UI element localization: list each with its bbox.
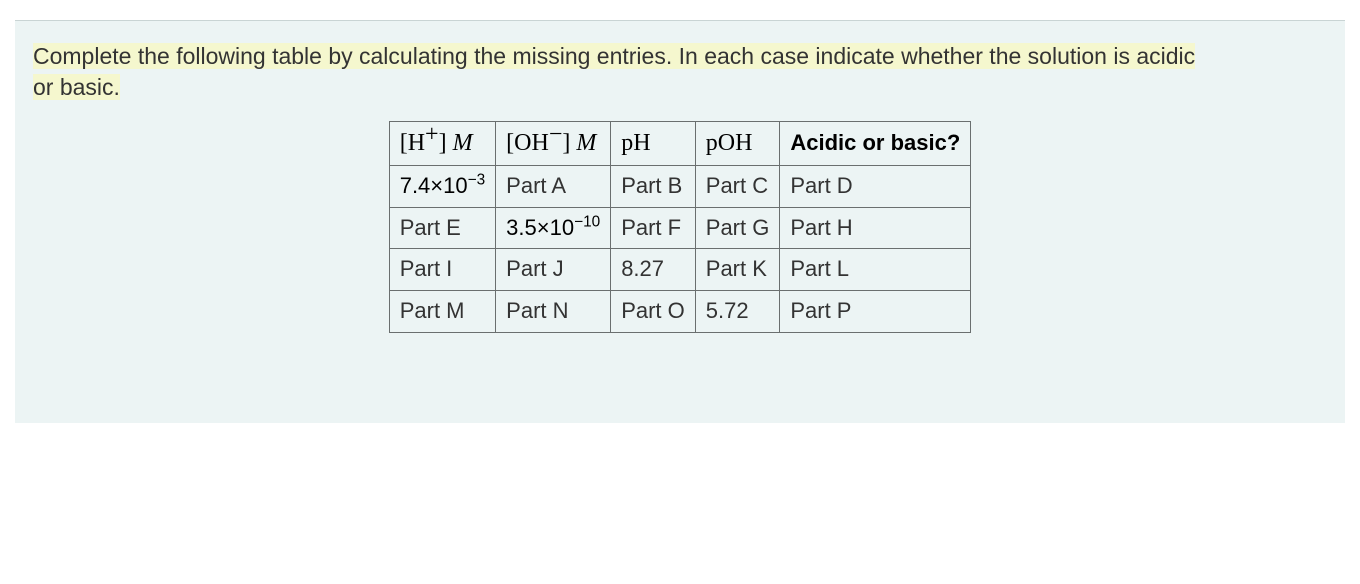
r1c1-base: 7.4×10	[400, 173, 468, 198]
prompt-text-4: basic.	[53, 74, 119, 100]
cell-r2c5: Part H	[780, 207, 971, 249]
cell-r4c3: Part O	[611, 291, 696, 333]
hplus-post: ]	[439, 130, 447, 156]
cell-r2c1: Part E	[389, 207, 495, 249]
r1c1-sup: −3	[468, 172, 486, 189]
prompt-text-3: or	[33, 74, 53, 100]
oh-unit: M	[570, 130, 596, 156]
col-header-ph: pH	[611, 122, 696, 166]
table-wrapper: [H+] M [OH−] M pH pOH Acidic or basic? 7…	[33, 121, 1327, 333]
hplus-sup: +	[425, 122, 439, 148]
cell-r1c3: Part B	[611, 166, 696, 208]
chemistry-table: [H+] M [OH−] M pH pOH Acidic or basic? 7…	[389, 121, 972, 333]
col-header-acidbase: Acidic or basic?	[780, 122, 971, 166]
cell-r4c5: Part P	[780, 291, 971, 333]
table-row: 7.4×10−3 Part A Part B Part C Part D	[389, 166, 971, 208]
cell-r3c5: Part L	[780, 249, 971, 291]
cell-r3c4: Part K	[695, 249, 780, 291]
question-prompt: Complete the following table by calculat…	[33, 41, 1327, 103]
cell-r1c1: 7.4×10−3	[389, 166, 495, 208]
cell-r4c4: 5.72	[695, 291, 780, 333]
col-header-hplus: [H+] M	[389, 122, 495, 166]
prompt-text-2: acidic	[1136, 43, 1195, 69]
cell-r3c3: 8.27	[611, 249, 696, 291]
r2c2-sup: −10	[574, 214, 600, 231]
cell-r2c3: Part F	[611, 207, 696, 249]
hplus-unit: M	[447, 130, 473, 156]
table-row: Part I Part J 8.27 Part K Part L	[389, 249, 971, 291]
cell-r1c2: Part A	[496, 166, 611, 208]
cell-r3c1: Part I	[389, 249, 495, 291]
ph-label: pH	[621, 130, 650, 156]
col-header-poh: pOH	[695, 122, 780, 166]
prompt-text-1: Complete the following table by calculat…	[33, 43, 1136, 69]
table-row: Part E 3.5×10−10 Part F Part G Part H	[389, 207, 971, 249]
oh-pre: [OH	[506, 130, 549, 156]
cell-r4c1: Part M	[389, 291, 495, 333]
oh-sup: −	[549, 122, 563, 148]
cell-r2c4: Part G	[695, 207, 780, 249]
table-header-row: [H+] M [OH−] M pH pOH Acidic or basic?	[389, 122, 971, 166]
cell-r3c2: Part J	[496, 249, 611, 291]
poh-label: pOH	[706, 130, 753, 156]
col-header-oh: [OH−] M	[496, 122, 611, 166]
hplus-pre: [H	[400, 130, 425, 156]
question-panel: Complete the following table by calculat…	[15, 20, 1345, 423]
cell-r1c5: Part D	[780, 166, 971, 208]
cell-r4c2: Part N	[496, 291, 611, 333]
table-row: Part M Part N Part O 5.72 Part P	[389, 291, 971, 333]
r2c2-base: 3.5×10	[506, 215, 574, 240]
cell-r2c2: 3.5×10−10	[496, 207, 611, 249]
cell-r1c4: Part C	[695, 166, 780, 208]
acidbase-label: Acidic or basic?	[790, 130, 960, 155]
